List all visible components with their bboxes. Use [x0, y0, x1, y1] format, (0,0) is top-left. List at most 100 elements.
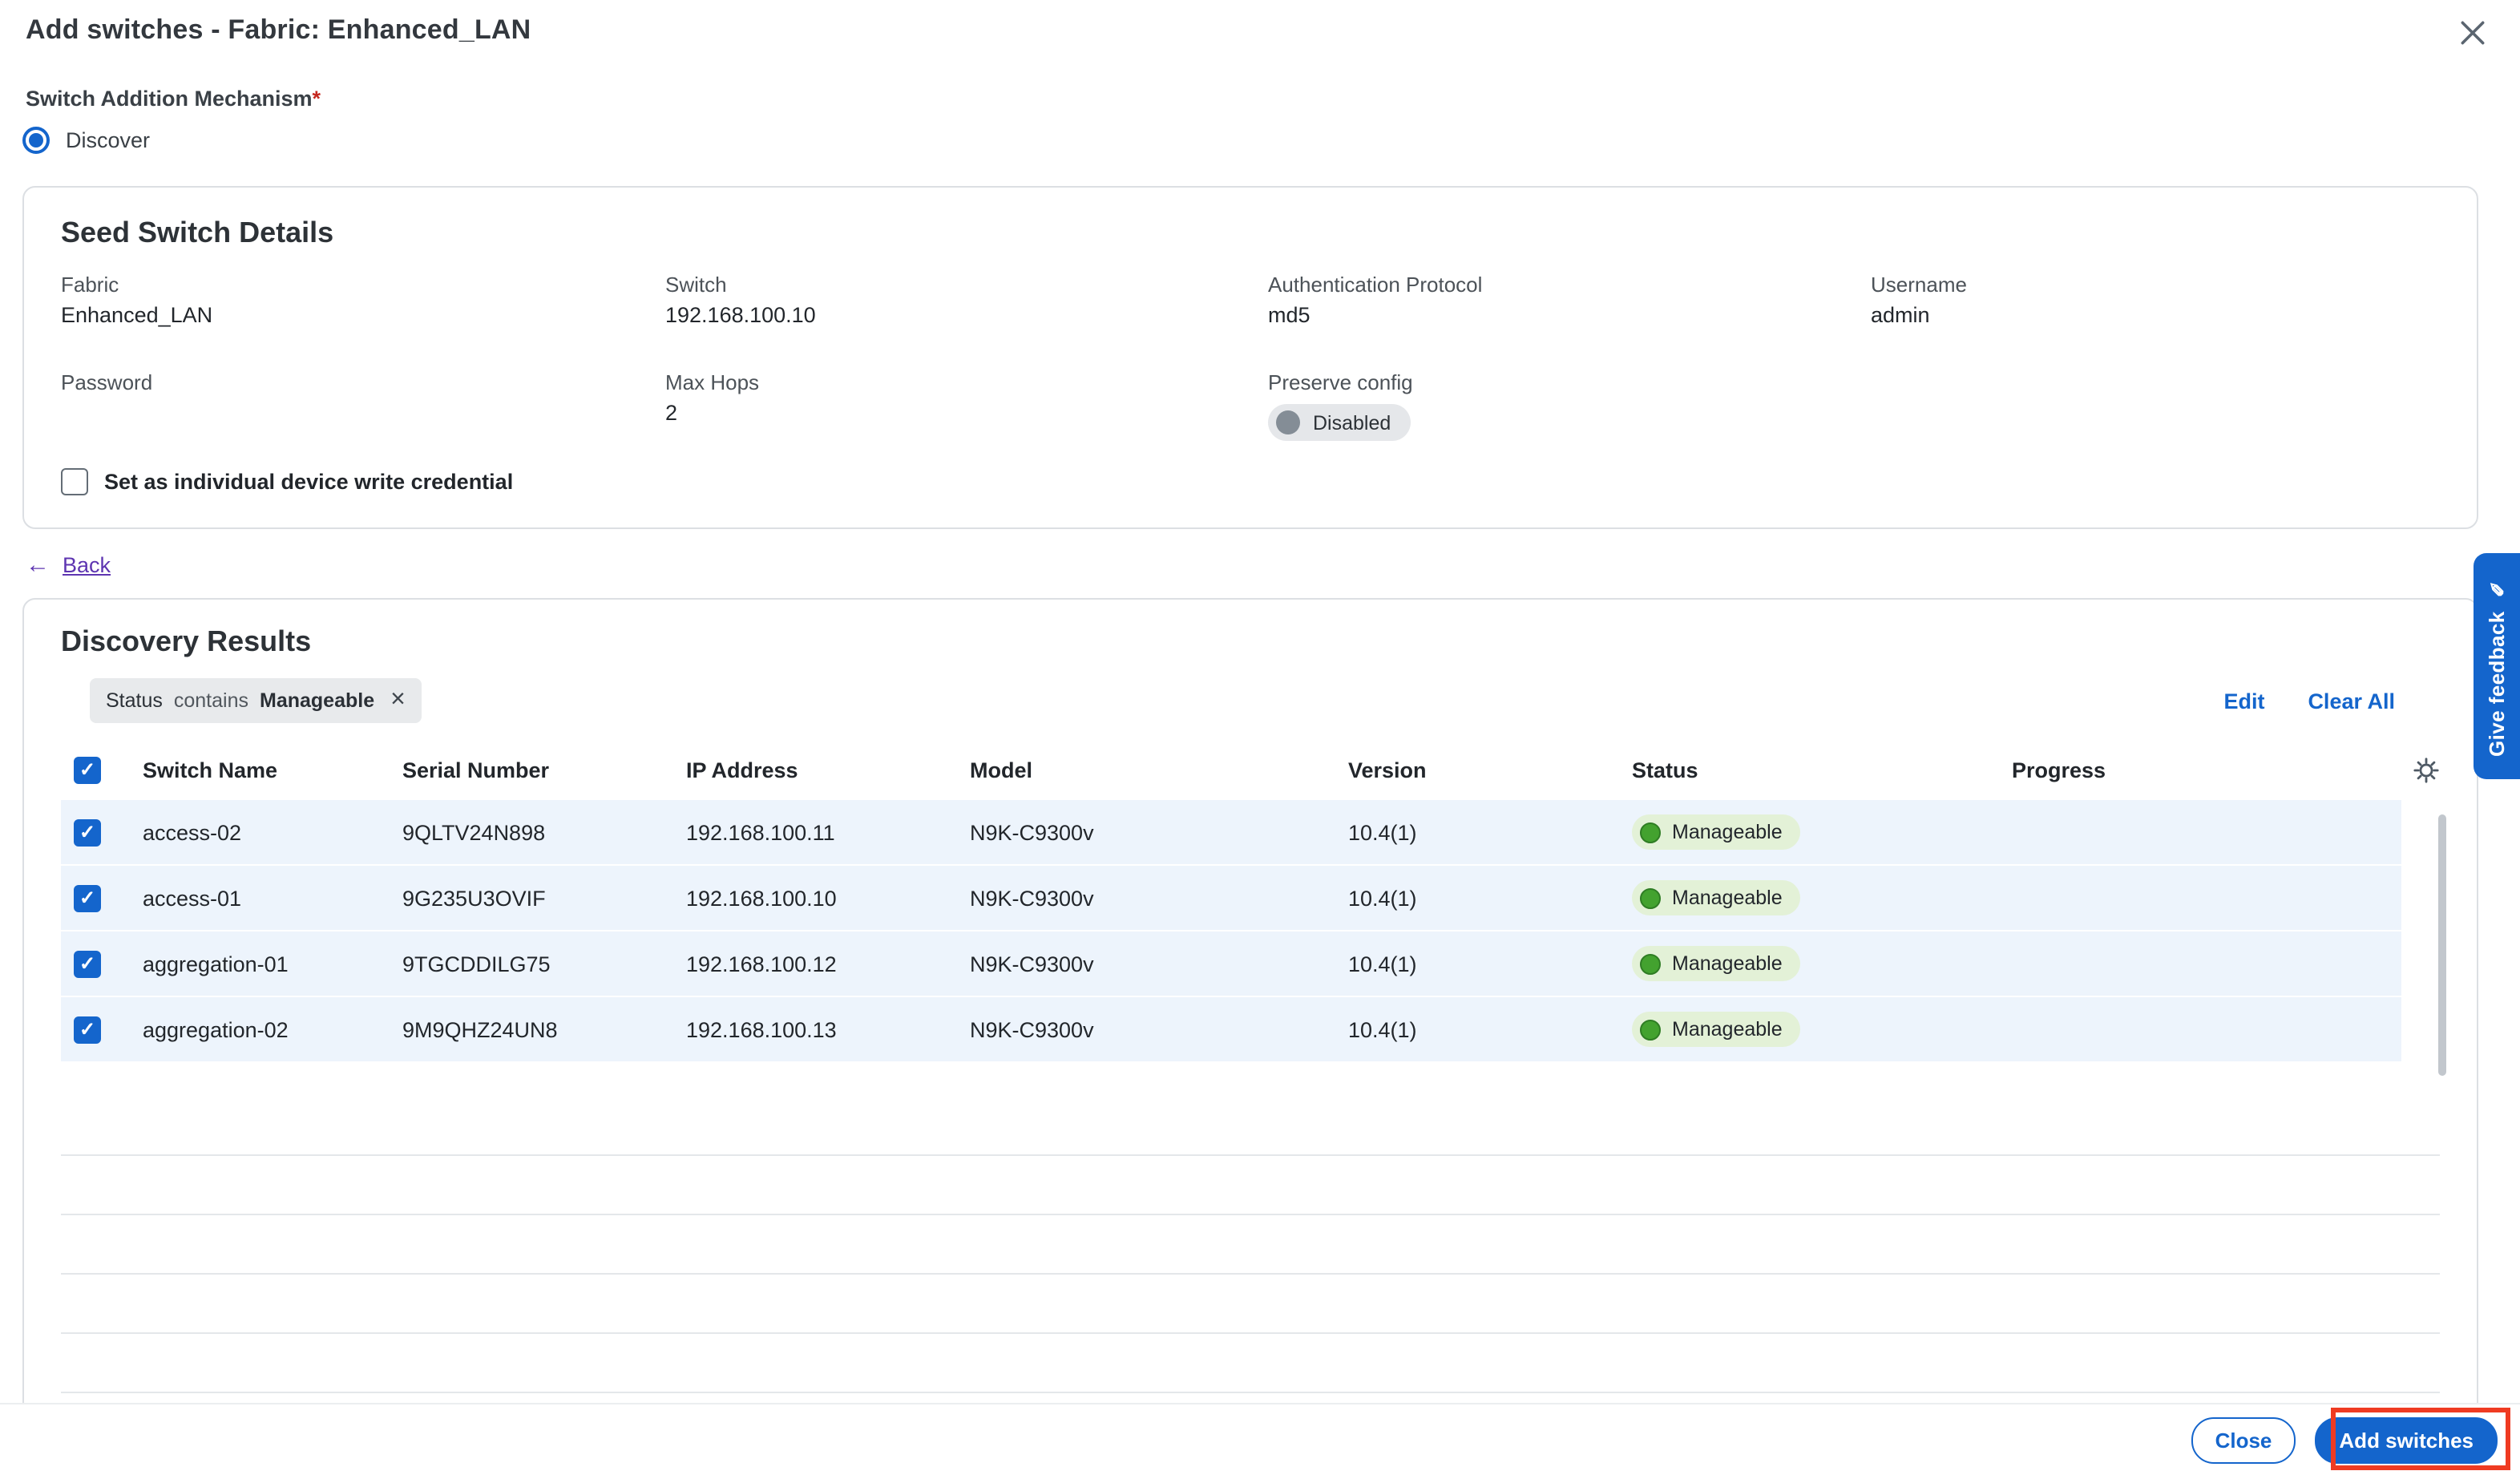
table-row[interactable]: ✓access-019G235U3OVIF192.168.100.10N9K-C… — [61, 866, 2401, 930]
edit-filter-link[interactable]: Edit — [2223, 689, 2264, 713]
column-header-ip-address[interactable]: IP Address — [686, 758, 970, 782]
give-feedback-label: Give feedback — [2485, 610, 2509, 756]
write-credential-checkbox[interactable] — [61, 468, 88, 495]
check-icon: ✓ — [79, 888, 95, 907]
dialog-header: Add switches - Fabric: Enhanced_LAN — [0, 0, 2520, 48]
empty-table-row — [61, 1097, 2440, 1156]
column-header-status[interactable]: Status — [1632, 758, 2012, 782]
status-dot-icon — [1640, 1019, 1661, 1040]
cell-status: Manageable — [1632, 880, 2012, 915]
row-checkbox[interactable]: ✓ — [74, 950, 101, 977]
column-header-serial-number[interactable]: Serial Number — [402, 758, 686, 782]
seed-switch-details-card: Seed Switch Details Fabric Enhanced_LAN … — [22, 186, 2478, 529]
filter-field: Status — [106, 689, 163, 712]
check-icon: ✓ — [79, 954, 95, 973]
cell-ip-address: 192.168.100.12 — [686, 952, 970, 976]
switch-label: Switch — [665, 273, 1268, 297]
row-checkbox[interactable]: ✓ — [74, 884, 101, 911]
cell-serial-number: 9G235U3OVIF — [402, 886, 686, 910]
write-credential-row: Set as individual device write credentia… — [61, 468, 2440, 495]
empty-table-row — [61, 1156, 2440, 1215]
field-preserve-config: Preserve config Disabled — [1268, 370, 1871, 442]
column-header-version[interactable]: Version — [1348, 758, 1632, 782]
dialog-footer: Close Add switches — [0, 1403, 2520, 1475]
auth-protocol-label: Authentication Protocol — [1268, 273, 1871, 297]
cell-serial-number: 9M9QHZ24UN8 — [402, 1017, 686, 1041]
cell-ip-address: 192.168.100.13 — [686, 1017, 970, 1041]
back-row: ← Back — [0, 529, 2520, 598]
filter-chip[interactable]: Status contains Manageable × — [90, 678, 422, 723]
row-checkbox-cell: ✓ — [61, 884, 143, 911]
close-icon[interactable] — [2457, 18, 2488, 48]
cell-model: N9K-C9300v — [970, 1017, 1348, 1041]
status-dot-icon — [1640, 887, 1661, 908]
password-label: Password — [61, 370, 665, 394]
cell-ip-address: 192.168.100.11 — [686, 820, 970, 844]
discover-radio-label: Discover — [66, 128, 150, 152]
clear-all-link[interactable]: Clear All — [2308, 689, 2395, 713]
cell-ip-address: 192.168.100.10 — [686, 886, 970, 910]
status-badge: Manageable — [1632, 1012, 1800, 1047]
filter-actions: Edit Clear All — [2223, 689, 2440, 713]
seed-card-title: Seed Switch Details — [61, 216, 2440, 250]
row-checkbox-cell: ✓ — [61, 818, 143, 846]
cell-version: 10.4(1) — [1348, 886, 1632, 910]
back-link[interactable]: Back — [63, 553, 111, 577]
radio-dot — [29, 133, 43, 148]
field-username: Username admin — [1871, 273, 2440, 329]
cell-status: Manageable — [1632, 814, 2012, 850]
cell-serial-number: 9TGCDDILG75 — [402, 952, 686, 976]
table-row[interactable]: ✓ aggregation-029M9QHZ24UN8192.168.100.13… — [61, 997, 2401, 1061]
filter-operator: contains — [174, 689, 248, 712]
discover-radio[interactable] — [22, 127, 50, 154]
column-header-switch-name[interactable]: Switch Name — [143, 758, 402, 782]
switch-value: 192.168.100.10 — [665, 303, 1268, 329]
cell-switch-name: aggregation-02 — [143, 1017, 402, 1041]
required-marker: * — [313, 87, 321, 111]
preserve-config-toggle[interactable]: Disabled — [1268, 404, 1410, 441]
row-checkbox-cell: ✓ — [61, 950, 143, 977]
row-checkbox[interactable]: ✓ — [74, 1016, 101, 1043]
field-switch: Switch 192.168.100.10 — [665, 273, 1268, 329]
preserve-config-label: Preserve config — [1268, 370, 1871, 394]
fabric-label: Fabric — [61, 273, 665, 297]
empty-table-row — [61, 1275, 2440, 1334]
column-header-progress[interactable]: Progress — [2012, 758, 2385, 782]
close-button[interactable]: Close — [2191, 1416, 2296, 1463]
cell-switch-name: aggregation-01 — [143, 952, 402, 976]
status-badge: Manageable — [1632, 946, 1800, 981]
filter-row: Status contains Manageable × Edit Clear … — [61, 678, 2440, 723]
table-row[interactable]: ✓access-029QLTV24N898192.168.100.11N9K-C… — [61, 800, 2401, 864]
status-dot-icon — [1640, 953, 1661, 974]
seed-grid-spacer — [1871, 370, 2440, 442]
give-feedback-inner: Give feedback ✎ — [2485, 576, 2509, 756]
empty-table-row — [61, 1215, 2440, 1275]
results-table-body: ✓access-029QLTV24N898192.168.100.11N9K-C… — [61, 800, 2440, 1061]
status-text: Manageable — [1672, 1018, 1783, 1041]
max-hops-label: Max Hops — [665, 370, 1268, 394]
write-credential-label: Set as individual device write credentia… — [104, 470, 513, 494]
table-row[interactable]: ✓ aggregation-019TGCDDILG75192.168.100.12… — [61, 931, 2401, 996]
feedback-pencil-icon: ✎ — [2486, 576, 2508, 599]
filter-value: Manageable — [260, 689, 374, 712]
cell-model: N9K-C9300v — [970, 820, 1348, 844]
cell-status: Manageable — [1632, 1012, 2012, 1047]
add-switches-button[interactable]: Add switches — [2315, 1416, 2498, 1463]
cell-version: 10.4(1) — [1348, 820, 1632, 844]
field-max-hops: Max Hops 2 — [665, 370, 1268, 442]
cell-model: N9K-C9300v — [970, 886, 1348, 910]
column-header-model[interactable]: Model — [970, 758, 1348, 782]
filter-remove-icon[interactable]: × — [390, 690, 406, 711]
column-settings-gear-icon[interactable] — [2413, 756, 2440, 783]
fabric-value: Enhanced_LAN — [61, 303, 665, 329]
row-checkbox[interactable]: ✓ — [74, 818, 101, 846]
table-header: ✓ Switch Name Serial Number IP Address M… — [61, 739, 2440, 800]
empty-table-row — [61, 1334, 2440, 1393]
check-icon: ✓ — [79, 760, 95, 779]
select-all-checkbox[interactable]: ✓ — [74, 756, 101, 783]
table-scrollbar[interactable] — [2438, 814, 2446, 1076]
seed-fields-grid: Fabric Enhanced_LAN Switch 192.168.100.1… — [61, 273, 2440, 442]
give-feedback-tab[interactable]: Give feedback ✎ — [2474, 553, 2520, 779]
page-title: Add switches - Fabric: Enhanced_LAN — [26, 14, 531, 46]
field-fabric: Fabric Enhanced_LAN — [61, 273, 665, 329]
